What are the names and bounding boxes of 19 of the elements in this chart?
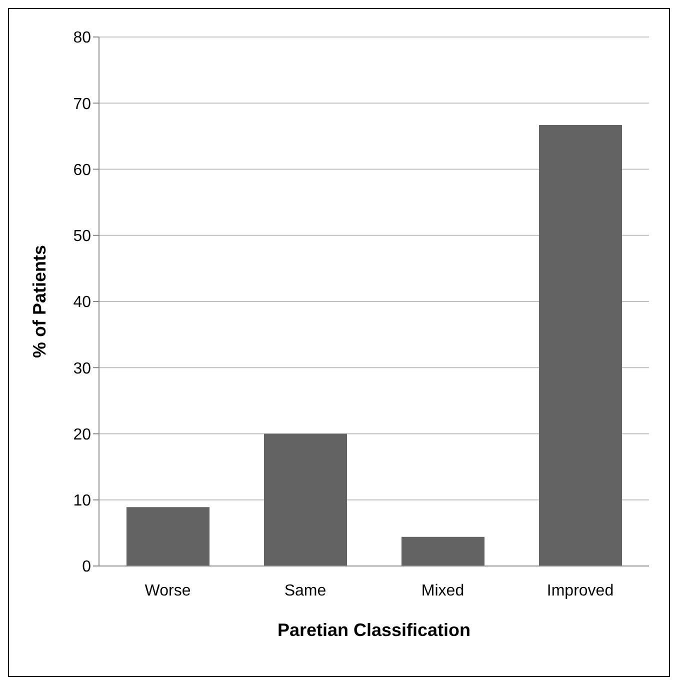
x-tick-label: Worse [144, 582, 191, 600]
y-tick-label: 0 [82, 558, 92, 576]
y-tick-label: 30 [73, 360, 92, 378]
y-tick-label: 70 [73, 96, 92, 113]
x-axis-title: Paretian Classification [277, 620, 471, 640]
y-tick-label: 80 [73, 30, 92, 47]
y-tick-label: 40 [73, 294, 92, 312]
bar [539, 124, 622, 566]
y-tick-label: 20 [73, 426, 92, 444]
y-tick-label: 60 [73, 162, 92, 179]
bar [126, 507, 210, 566]
x-tick-label: Mixed [421, 582, 464, 600]
x-tick-label: Same [284, 582, 326, 600]
y-tick-label: 10 [73, 492, 92, 510]
bar [264, 434, 347, 566]
bar [402, 536, 484, 566]
x-tick-label: Improved [546, 582, 614, 600]
y-tick-label: 50 [73, 228, 92, 246]
y-axis-title: % of Patients [29, 244, 50, 358]
